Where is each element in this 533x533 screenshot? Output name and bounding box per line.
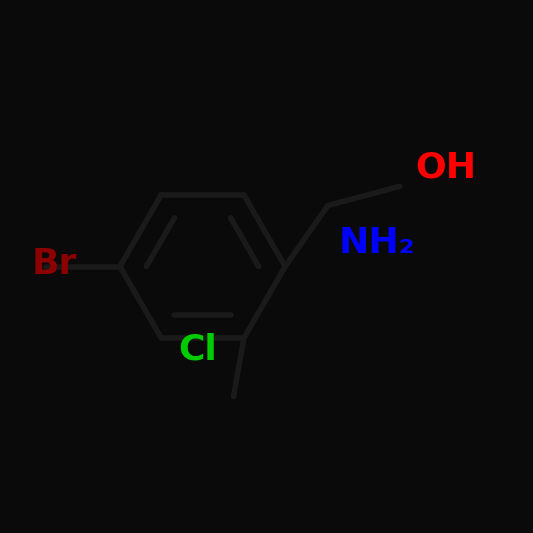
Text: Cl: Cl: [179, 332, 217, 366]
Text: NH₂: NH₂: [338, 225, 415, 260]
Text: OH: OH: [416, 151, 477, 185]
Text: Br: Br: [32, 247, 77, 281]
